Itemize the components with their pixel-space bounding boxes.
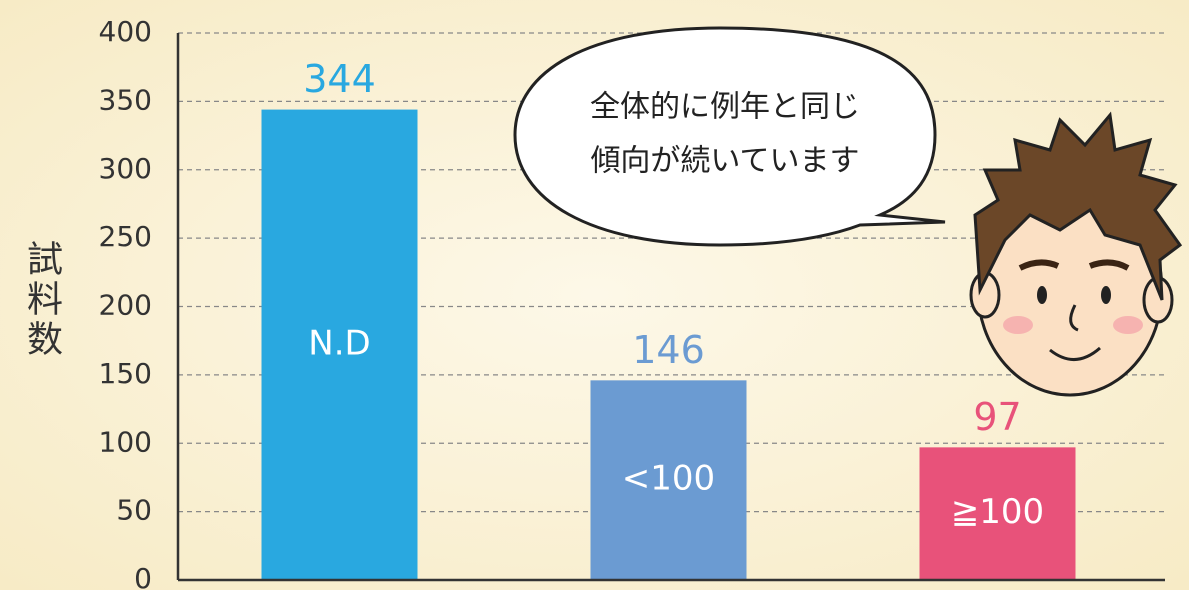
y-tick-label: 250 [99,220,152,253]
eye [1037,286,1047,304]
bubble-shape [513,26,946,247]
y-tick-label: 100 [99,425,152,458]
mouth [1049,346,1101,361]
value-label: 146 [632,328,705,372]
eyebrow [1018,259,1060,271]
nose [1069,304,1079,332]
y-tick-label: 150 [99,357,152,390]
character [969,111,1183,397]
y-tick-label: 0 [134,562,152,590]
bubble-text: 全体的に例年と同じ [590,90,860,125]
category-label: <100 [622,459,715,499]
category-label: N.D [308,323,370,363]
speech-bubble: 全体的に例年と同じ 傾向が続いています [513,26,946,247]
bar [919,447,1076,580]
y-tick-label: 50 [116,494,152,527]
value-label: 344 [303,57,376,101]
bar [590,380,747,580]
y-tick-label: 200 [99,289,152,322]
bubble-text: 傾向が続いています [590,144,859,179]
y-tick-label: 400 [99,15,152,48]
bar [261,109,418,580]
cheek [1113,316,1143,334]
y-tick-label: 300 [99,152,152,185]
y-axis-label: 試料数 [21,240,62,360]
value-label: 97 [973,395,1021,439]
cheek [1003,316,1033,334]
hair [973,111,1183,301]
y-tick-label: 350 [99,83,152,116]
eye [1101,286,1111,304]
eyebrow [1088,259,1130,271]
category-label: ≧100 [951,492,1044,532]
